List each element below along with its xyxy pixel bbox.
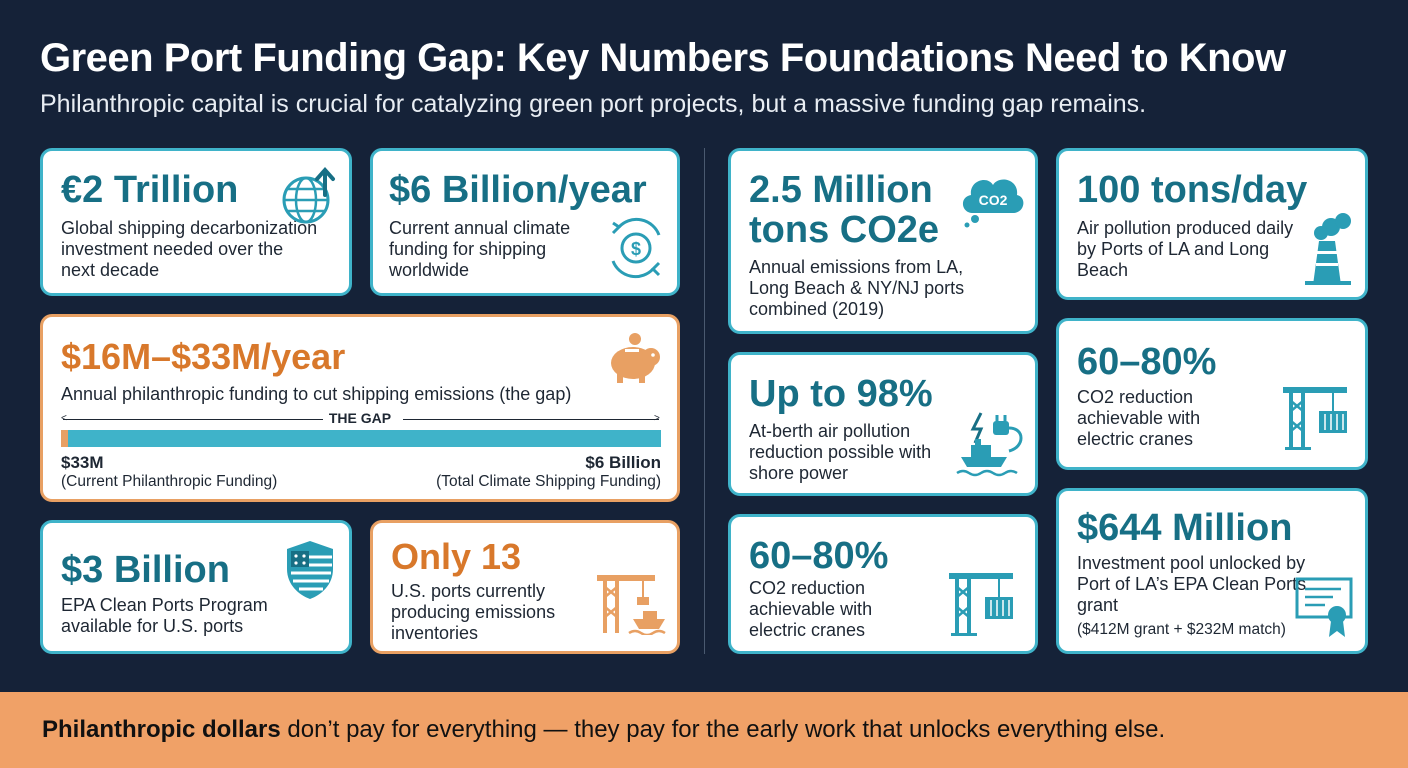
svg-text:$: $ [631,239,641,259]
gap-left-value: $33M [61,453,104,472]
card-shore-power: Up to 98% At-berth air pollution reducti… [728,352,1038,496]
stat-value: 60–80% [749,535,889,577]
gap-label: THE GAP [328,410,392,426]
money-cycle-icon: $ [605,215,667,286]
stat-description: At-berth air pollution reduction possibl… [749,421,932,484]
column-divider [704,148,705,654]
certificate-icon [1295,575,1355,644]
factory-icon [1301,211,1359,292]
stat-value: Only 13 [391,536,522,577]
footer-text-bold: Philanthropic dollars [42,716,281,743]
piggy-bank-icon [603,331,667,392]
stat-value-line2: tons CO2e [749,209,940,251]
stat-value: $3 Billion [61,549,230,591]
stat-value: Up to 98% [749,373,933,415]
ship-plug-icon [953,407,1029,484]
stat-description: Global shipping decarbonization investme… [61,218,318,281]
co2-cloud-label: CO2 [979,192,1008,208]
page-title: Green Port Funding Gap: Key Numbers Foun… [40,36,1286,80]
stat-value: $644 Million [1077,507,1293,549]
gap-arrow-left-head: < [61,413,67,424]
stat-description: U.S. ports currently producing emissions… [391,581,556,644]
stat-value: 100 tons/day [1077,169,1308,211]
stat-description: EPA Clean Ports Program available for U.… [61,595,268,637]
us-shield-icon [283,539,337,606]
crane-container-icon [1281,381,1353,456]
card-electric-cranes-mid: 60–80% CO2 reduction achievable with ele… [728,514,1038,654]
stat-note: ($412M grant + $232M match) [1077,621,1286,638]
card-electric-cranes-right: 60–80% CO2 reduction achievable with ele… [1056,318,1368,470]
page-subtitle: Philanthropic capital is crucial for cat… [40,90,1147,118]
stat-description: Investment pool unlocked by Port of LA’s… [1077,553,1307,616]
gap-arrow-left [63,419,323,420]
stat-value-line1: 2.5 Million [749,169,933,211]
card-644-million: $644 Million Investment pool unlocked by… [1056,488,1368,654]
card-tons-per-day: 100 tons/day Air pollution produced dail… [1056,148,1368,300]
stat-description: Annual emissions from LA, Long Beach & N… [749,257,965,320]
card-co2e: 2.5 Million tons CO2e Annual emissions f… [728,148,1038,334]
stat-description: Annual philanthropic funding to cut ship… [61,384,572,404]
stat-description: Current annual climate funding for shipp… [389,218,571,281]
footer-banner: Philanthropic dollars don’t pay for ever… [0,692,1408,768]
stat-description: CO2 reduction achievable with electric c… [1077,387,1201,450]
gap-right-value: $6 Billion [585,453,661,472]
gap-bar-total [61,430,661,447]
stat-description: CO2 reduction achievable with electric c… [749,578,873,641]
port-crane-ship-icon [593,567,669,640]
stat-value: 60–80% [1077,341,1217,383]
gap-arrow-right-head: > [654,413,660,424]
co2-cloud-icon: CO2 [957,167,1029,234]
card-trillion: €2 Trillion Global shipping decarbonizat… [40,148,352,296]
stat-value: $6 Billion/year [389,169,647,211]
gap-bar-philanthropic [61,430,68,447]
stat-value: €2 Trillion [61,169,239,211]
globe-arrow-icon [279,165,341,232]
card-funding-gap: $16M–$33M/year Annual philanthropic fund… [40,314,680,502]
card-epa: $3 Billion EPA Clean Ports Program avail… [40,520,352,654]
crane-container-icon [947,567,1019,642]
gap-right-caption: (Total Climate Shipping Funding) [436,473,661,490]
gap-arrow-right [403,419,659,420]
card-six-billion: $6 Billion/year Current annual climate f… [370,148,680,296]
stat-value: $16M–$33M/year [61,336,346,377]
card-only-13: Only 13 U.S. ports currently producing e… [370,520,680,654]
footer-text-rest: don’t pay for everything — they pay for … [280,716,1166,743]
gap-left-caption: (Current Philanthropic Funding) [61,473,278,490]
footer-text: Philanthropic dollars don’t pay for ever… [42,716,1165,744]
stat-description: Air pollution produced daily by Ports of… [1077,218,1294,281]
